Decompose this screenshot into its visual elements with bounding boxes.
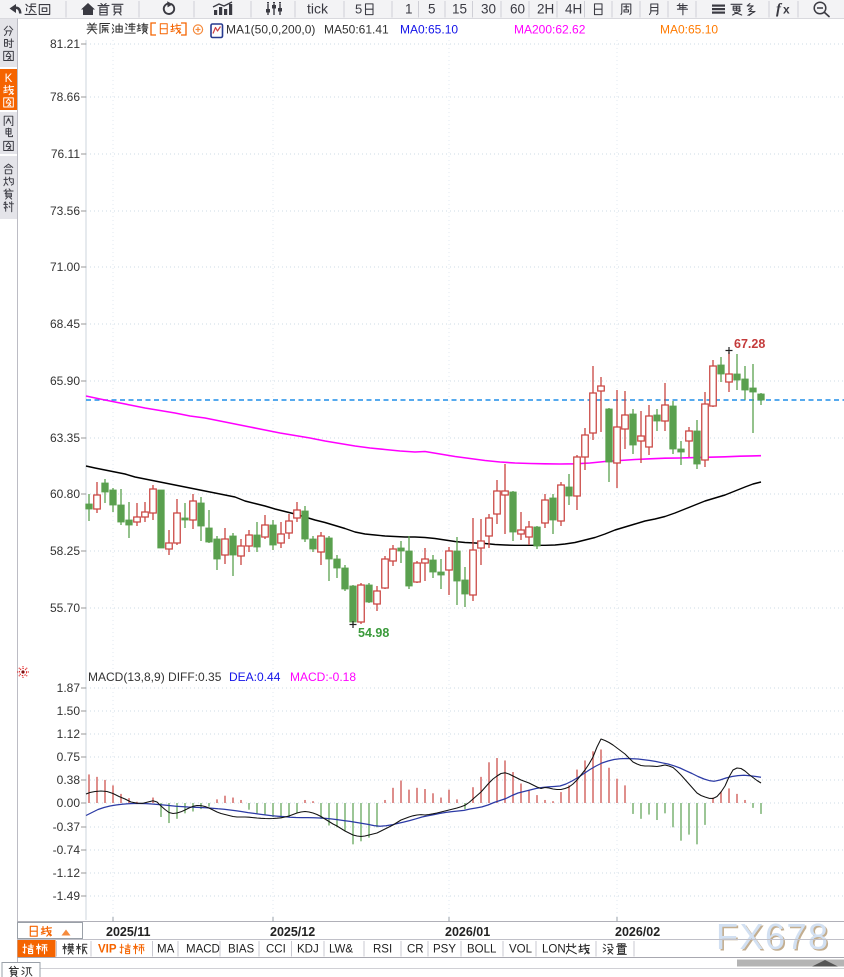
svg-text:CR: CR: [407, 944, 424, 956]
svg-text:78.66: 78.66: [50, 90, 80, 104]
svg-text:5: 5: [428, 2, 436, 17]
svg-text:MA1(50,0,200,0): MA1(50,0,200,0): [226, 23, 315, 37]
svg-text:-0.74: -0.74: [53, 843, 81, 857]
svg-text:76.11: 76.11: [51, 147, 80, 161]
svg-text:0.75: 0.75: [57, 750, 81, 764]
svg-text:RSI: RSI: [373, 944, 392, 956]
svg-text:1.12: 1.12: [57, 727, 81, 741]
svg-text:2025/12: 2025/12: [270, 925, 315, 939]
svg-text:MACD(13,8,9) DIFF:0.35: MACD(13,8,9) DIFF:0.35: [88, 670, 222, 684]
svg-text:FX678: FX678: [716, 916, 830, 957]
svg-text:MA: MA: [157, 944, 175, 956]
svg-text:63.35: 63.35: [50, 431, 80, 445]
svg-text:4H: 4H: [565, 2, 582, 17]
svg-text:DEA:0.44: DEA:0.44: [229, 670, 281, 684]
svg-text:81.21: 81.21: [50, 37, 80, 51]
svg-text:1.87: 1.87: [57, 681, 81, 695]
svg-text:58.25: 58.25: [50, 544, 80, 558]
svg-text:1: 1: [405, 2, 413, 17]
svg-text:68.45: 68.45: [50, 317, 80, 331]
svg-text:f: f: [776, 2, 783, 18]
svg-text:KDJ: KDJ: [297, 944, 319, 956]
svg-text:MA0:65.10: MA0:65.10: [660, 23, 718, 37]
svg-text:PSY: PSY: [433, 944, 456, 956]
svg-text:x: x: [783, 3, 790, 17]
svg-text:0.00: 0.00: [57, 796, 81, 810]
svg-text:FX678: FX678: [718, 918, 832, 959]
svg-text:2026/02: 2026/02: [615, 925, 660, 939]
svg-text:MA200:62.62: MA200:62.62: [514, 23, 586, 37]
svg-text:54.98: 54.98: [358, 626, 389, 640]
svg-text:MACD:-0.18: MACD:-0.18: [290, 670, 356, 684]
svg-text:-0.37: -0.37: [53, 820, 81, 834]
svg-text:71.00: 71.00: [50, 260, 80, 274]
svg-text:30: 30: [481, 2, 496, 17]
svg-text:LW&: LW&: [329, 944, 353, 956]
svg-text:2025/11: 2025/11: [106, 925, 151, 939]
svg-text:5: 5: [355, 2, 362, 17]
svg-text:60: 60: [510, 2, 525, 17]
svg-text:LON: LON: [542, 944, 566, 956]
svg-text:-1.49: -1.49: [53, 889, 81, 903]
svg-text:K: K: [5, 73, 13, 85]
svg-text:2026/01: 2026/01: [445, 925, 490, 939]
svg-text:73.56: 73.56: [50, 204, 80, 218]
svg-text:CCI: CCI: [266, 944, 286, 956]
svg-text:MACD: MACD: [186, 944, 220, 956]
svg-text:BOLL: BOLL: [467, 944, 497, 956]
svg-text:MA50:61.41: MA50:61.41: [324, 23, 389, 37]
svg-text:VOL: VOL: [509, 944, 533, 956]
svg-text:1.50: 1.50: [57, 704, 81, 718]
svg-text:15: 15: [452, 2, 467, 17]
svg-text:-1.12: -1.12: [53, 866, 81, 880]
svg-text:0.38: 0.38: [57, 773, 81, 787]
svg-text:65.90: 65.90: [50, 374, 80, 388]
svg-text:tick: tick: [307, 1, 329, 17]
svg-text:67.28: 67.28: [734, 337, 765, 351]
svg-text:VIP: VIP: [98, 944, 117, 956]
svg-text:2H: 2H: [537, 2, 554, 17]
svg-text:BIAS: BIAS: [228, 944, 255, 956]
svg-text:55.70: 55.70: [50, 601, 80, 615]
svg-text:60.80: 60.80: [50, 487, 80, 501]
svg-text:MA0:65.10: MA0:65.10: [400, 23, 458, 37]
